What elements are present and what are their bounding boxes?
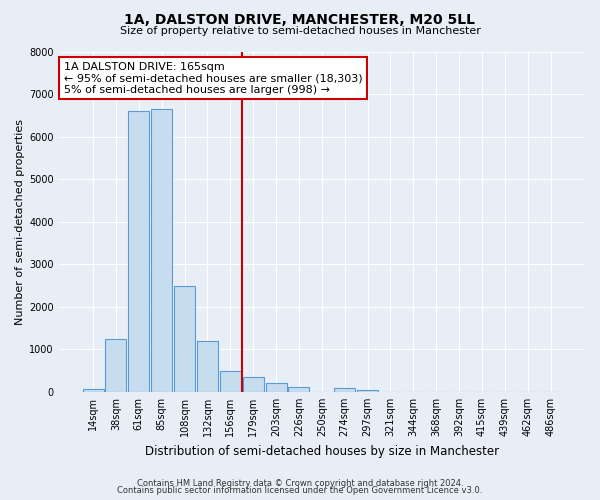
Text: Contains HM Land Registry data © Crown copyright and database right 2024.: Contains HM Land Registry data © Crown c… [137, 478, 463, 488]
Bar [197, 341, 218, 392]
Text: Contains public sector information licensed under the Open Government Licence v3: Contains public sector information licen… [118, 486, 482, 495]
Bar [334, 388, 355, 392]
X-axis label: Distribution of semi-detached houses by size in Manchester: Distribution of semi-detached houses by … [145, 444, 499, 458]
Bar [357, 390, 378, 392]
Bar [289, 387, 310, 392]
Bar [151, 109, 172, 392]
Bar [266, 384, 287, 392]
Text: 1A, DALSTON DRIVE, MANCHESTER, M20 5LL: 1A, DALSTON DRIVE, MANCHESTER, M20 5LL [125, 12, 476, 26]
Y-axis label: Number of semi-detached properties: Number of semi-detached properties [15, 118, 25, 324]
Bar [220, 370, 241, 392]
Bar [174, 286, 195, 392]
Bar [106, 338, 127, 392]
Text: 1A DALSTON DRIVE: 165sqm
← 95% of semi-detached houses are smaller (18,303)
5% o: 1A DALSTON DRIVE: 165sqm ← 95% of semi-d… [64, 62, 362, 95]
Bar [128, 111, 149, 392]
Bar [83, 388, 104, 392]
Bar [242, 377, 264, 392]
Text: Size of property relative to semi-detached houses in Manchester: Size of property relative to semi-detach… [119, 26, 481, 36]
